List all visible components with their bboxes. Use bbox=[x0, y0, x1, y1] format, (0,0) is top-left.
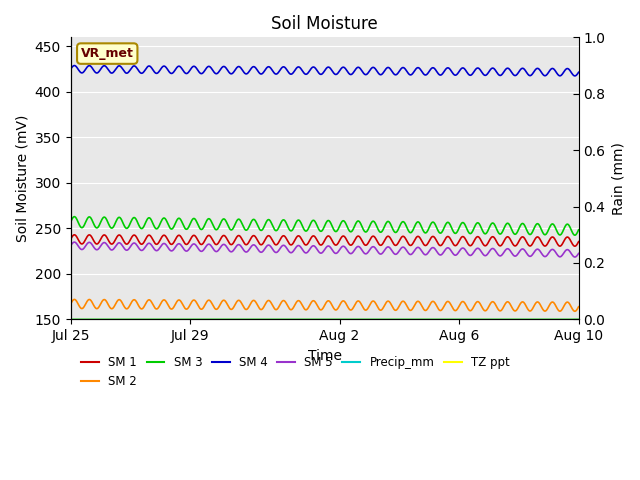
Title: Soil Moisture: Soil Moisture bbox=[271, 15, 378, 33]
Text: VR_met: VR_met bbox=[81, 47, 134, 60]
Y-axis label: Rain (mm): Rain (mm) bbox=[611, 142, 625, 215]
Legend: SM 1, SM 2, SM 3, SM 4, SM 5, Precip_mm, TZ ppt: SM 1, SM 2, SM 3, SM 4, SM 5, Precip_mm,… bbox=[77, 351, 515, 393]
Y-axis label: Soil Moisture (mV): Soil Moisture (mV) bbox=[15, 115, 29, 242]
X-axis label: Time: Time bbox=[308, 348, 342, 363]
